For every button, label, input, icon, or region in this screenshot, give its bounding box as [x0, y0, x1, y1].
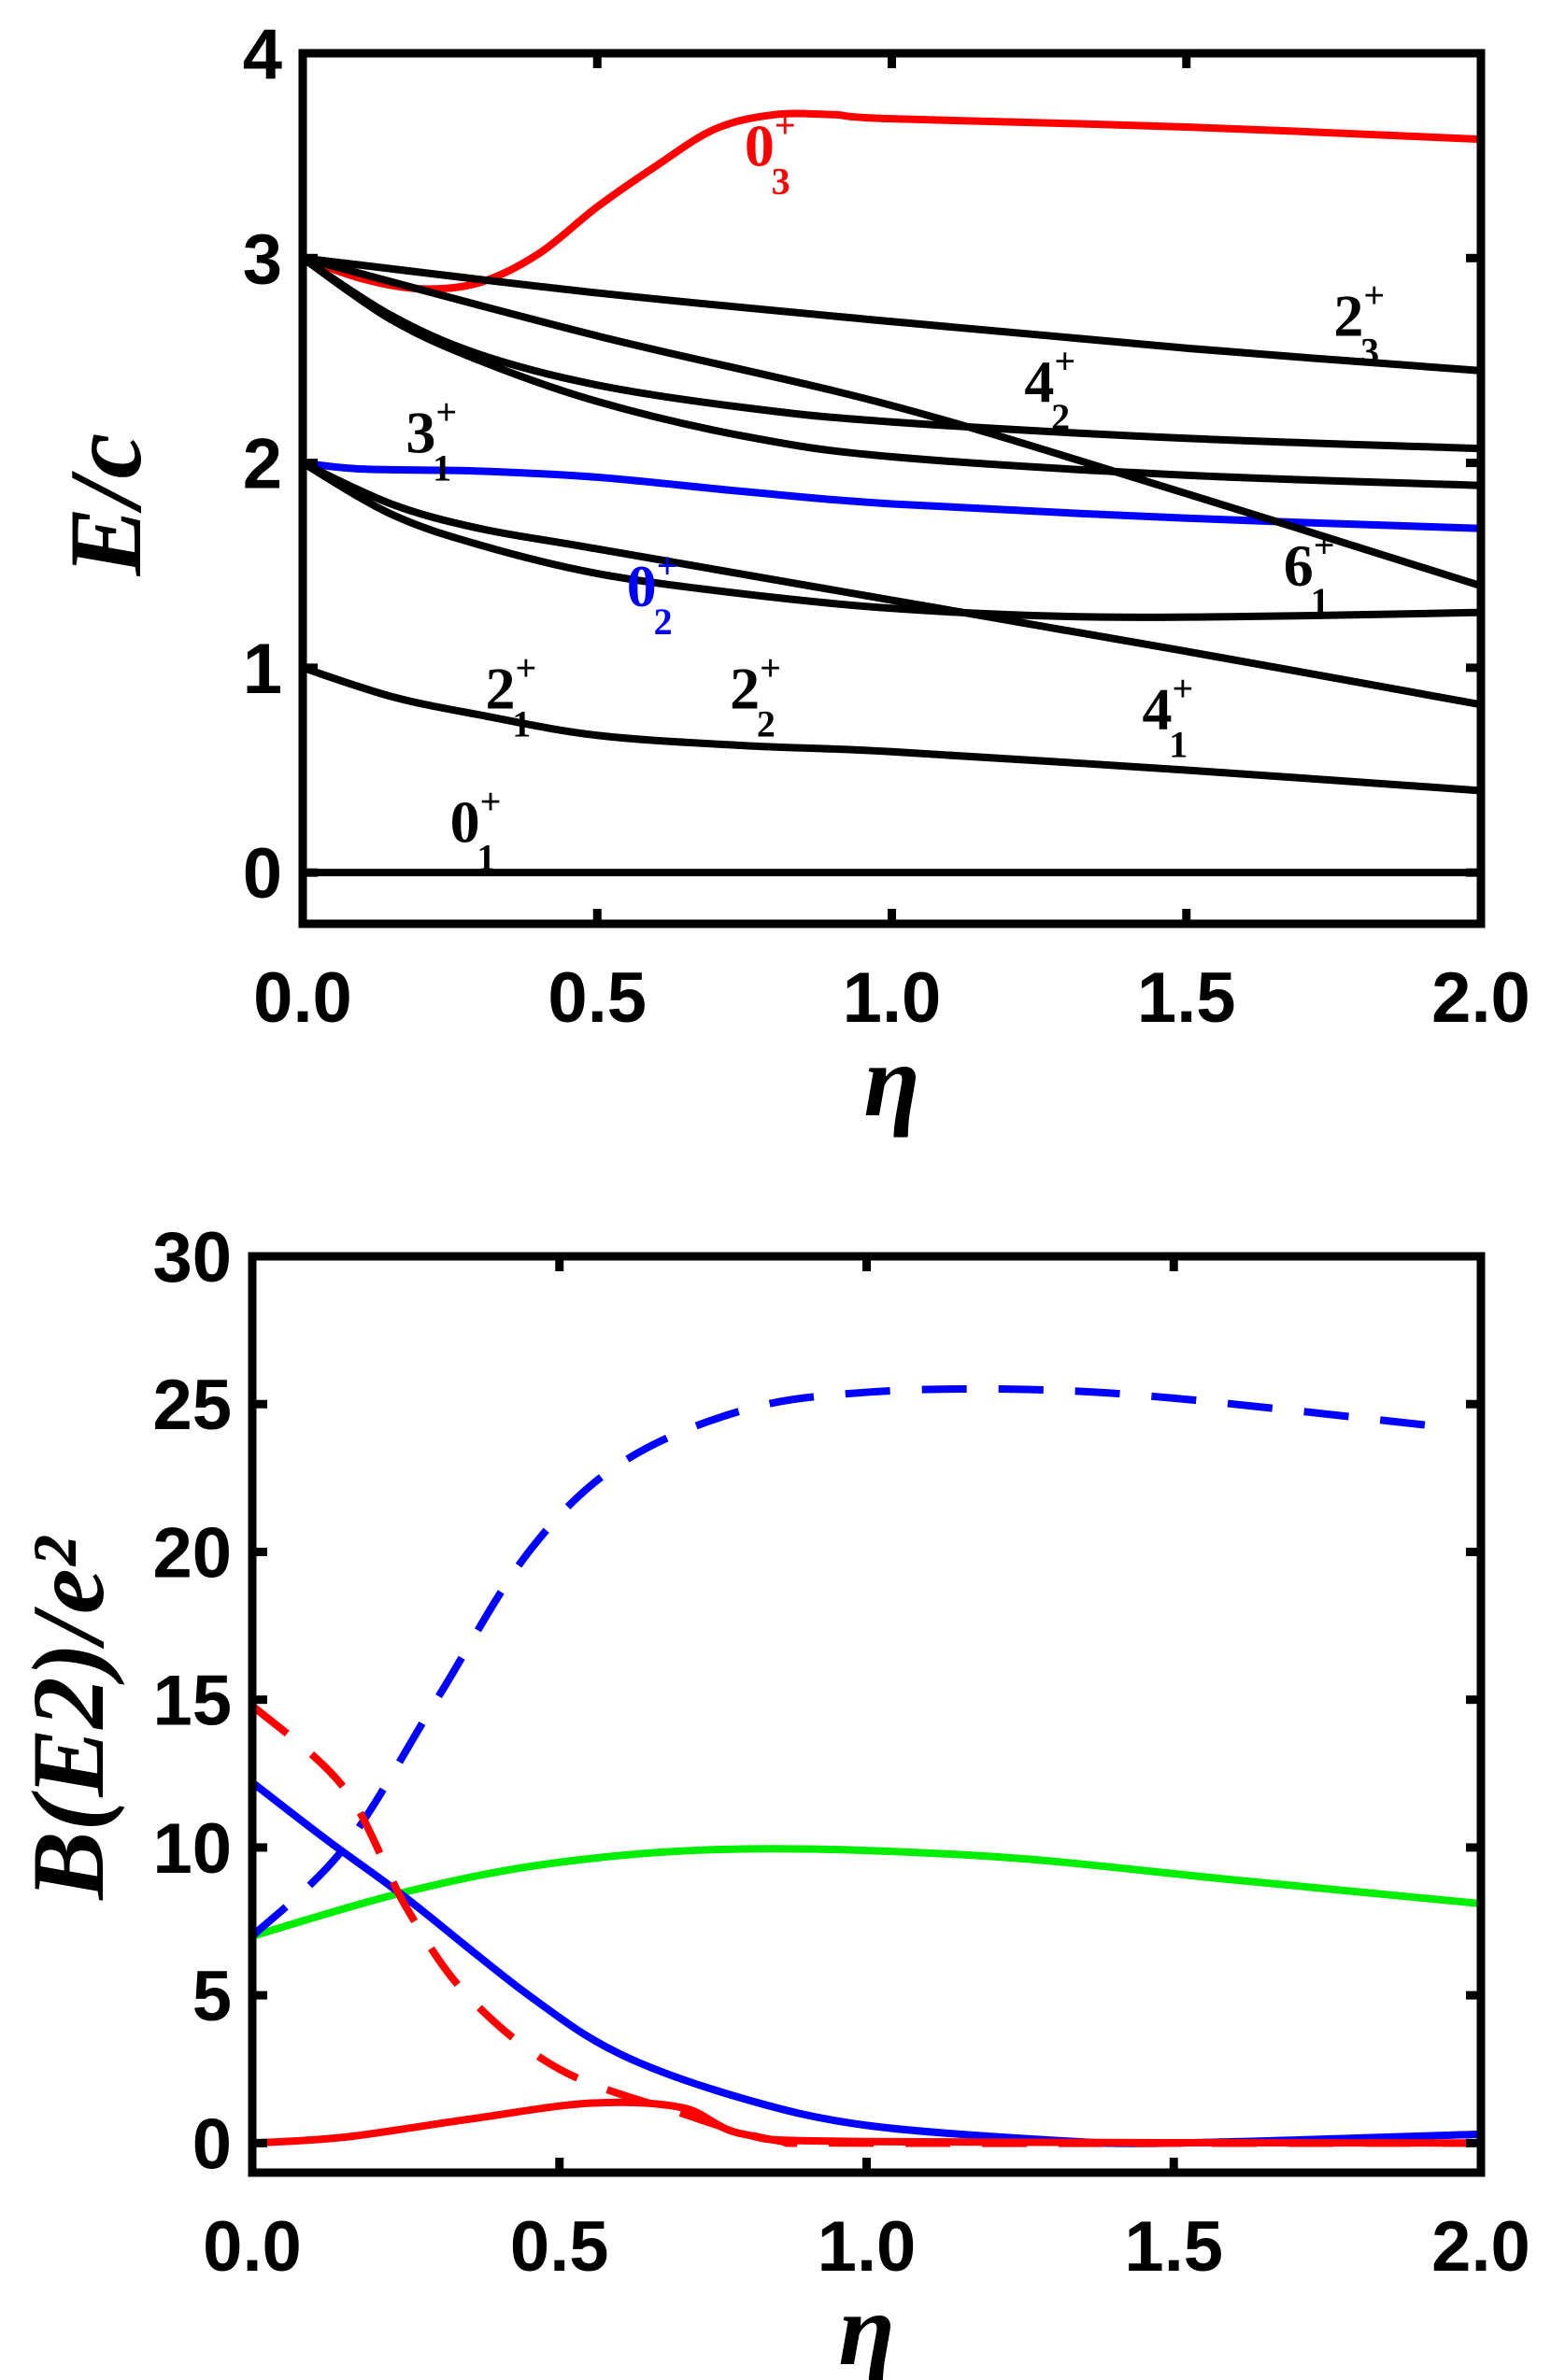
level-label-sup: +: [480, 780, 502, 822]
y-tick-label: 3: [243, 220, 282, 299]
y-tick-label: 15: [152, 1662, 232, 1741]
series-line-2_3+: [302, 254, 1482, 375]
x-tick-label: 0.5: [510, 2207, 609, 2287]
level-label-main: 4: [1024, 348, 1054, 415]
level-label-sub: 1: [1169, 724, 1188, 766]
level-label-3_1+: 3+ 1: [406, 391, 457, 489]
y-axis-label: B(E2)/e²: [11, 1536, 125, 1901]
y-tick-label: 0: [243, 834, 282, 914]
x-tick-label: 1.5: [1137, 958, 1236, 1038]
level-label-main: 2: [485, 656, 515, 722]
x-tick-label: 0.5: [548, 958, 647, 1038]
level-label-sup: +: [435, 391, 457, 433]
x-axis-label: η: [838, 2273, 894, 2380]
y-tick-label: 25: [152, 1366, 232, 1445]
level-label-main: 2: [1333, 283, 1363, 349]
y-tick-label: 0: [192, 2104, 232, 2184]
x-tick-label: 1.5: [1124, 2207, 1223, 2287]
level-label-0_1+: 0+ 1: [450, 780, 502, 878]
y-tick-label: 20: [152, 1513, 232, 1593]
y-tick-label: 5: [192, 1957, 232, 2036]
series-line-2_1+: [301, 664, 1482, 795]
level-label-4_2+: 4+ 2: [1024, 340, 1075, 438]
series-line-red-dashed: [249, 1703, 1482, 2147]
level-label-sub: 1: [512, 703, 531, 745]
x-tick-label: 0.0: [203, 2207, 302, 2287]
level-label-6_1+: 6+ 1: [1284, 524, 1335, 622]
level-label-sub: 2: [757, 703, 776, 745]
series-line-level-3-lower: [300, 255, 1482, 489]
y-tick-label: 4: [243, 15, 282, 94]
level-label-sup: +: [1314, 524, 1335, 566]
series-line-red-solid: [251, 2098, 1482, 2147]
x-tick-label: 2.0: [1431, 958, 1530, 1038]
level-label-sub: 2: [1051, 396, 1070, 438]
series-line-green-solid: [250, 1845, 1482, 1940]
level-label-sub: 3: [772, 161, 790, 203]
x-tick-label: 1.0: [818, 2207, 917, 2287]
level-label-main: 0: [450, 788, 480, 855]
level-label-main: 2: [730, 656, 760, 722]
level-label-2_2+: 2+ 2: [730, 647, 781, 745]
level-label-sup: +: [1363, 275, 1385, 317]
panel-2: 0.0 0.5 1.0 1.5 2.0 0 5 10 15 20 25 30 η B(E2)/e²: [11, 1218, 1530, 2380]
level-label-sup: +: [760, 647, 781, 689]
level-label-4_1+: 4+ 1: [1142, 668, 1193, 766]
series-line-2_2+: [300, 460, 1482, 621]
x-tick-label: 1.0: [843, 958, 942, 1038]
level-label-main: 0: [627, 553, 657, 619]
level-label-2_1+: 2+ 1: [485, 647, 536, 745]
y-axis-label: E/c: [49, 433, 163, 577]
series-line-0_3+: [301, 109, 1482, 293]
level-label-sup: +: [657, 545, 678, 587]
x-tick-label: 0.0: [253, 958, 352, 1038]
level-label-sup: +: [1054, 340, 1075, 382]
level-label-0_2+: 0+ 2: [627, 545, 678, 643]
x-axis-label: η: [863, 1024, 919, 1138]
level-label-sub: 1: [477, 836, 495, 878]
level-label-main: 6: [1284, 532, 1314, 599]
level-label-sub: 2: [654, 601, 673, 643]
y-tick-label: 1: [243, 630, 282, 709]
level-label-sub: 3: [1360, 331, 1379, 373]
y-tick-label: 2: [243, 425, 282, 504]
panel-1: 0+ 12+ 10+ 20+ 32+ 34+ 23+ 12+ 2 4+ 16+ 10.0 0.5 1.0 1…: [49, 15, 1530, 1138]
series-line-3_1+: [300, 254, 1482, 453]
series-line-4_2+: [301, 254, 1483, 589]
level-label-main: 3: [406, 400, 435, 466]
level-label-0_3+: 0+ 3: [745, 105, 796, 203]
series-line-4_1+: [301, 459, 1482, 709]
level-label-sub: 1: [1311, 580, 1330, 622]
level-label-sup: +: [775, 105, 796, 147]
level-label-sup: +: [515, 647, 536, 689]
level-label-2_3+: 2+ 3: [1333, 275, 1385, 373]
series-line-blue-dashed: [249, 1384, 1451, 1939]
y-tick-label: 10: [152, 1809, 232, 1889]
y-tick-label: 30: [152, 1218, 232, 1297]
level-label-sub: 1: [433, 447, 451, 489]
level-label-sup: +: [1172, 668, 1193, 710]
level-label-main: 0: [745, 113, 775, 179]
level-label-main: 4: [1142, 676, 1172, 743]
x-tick-label: 2.0: [1431, 2207, 1530, 2287]
series-line-0_2+: [302, 459, 1482, 532]
